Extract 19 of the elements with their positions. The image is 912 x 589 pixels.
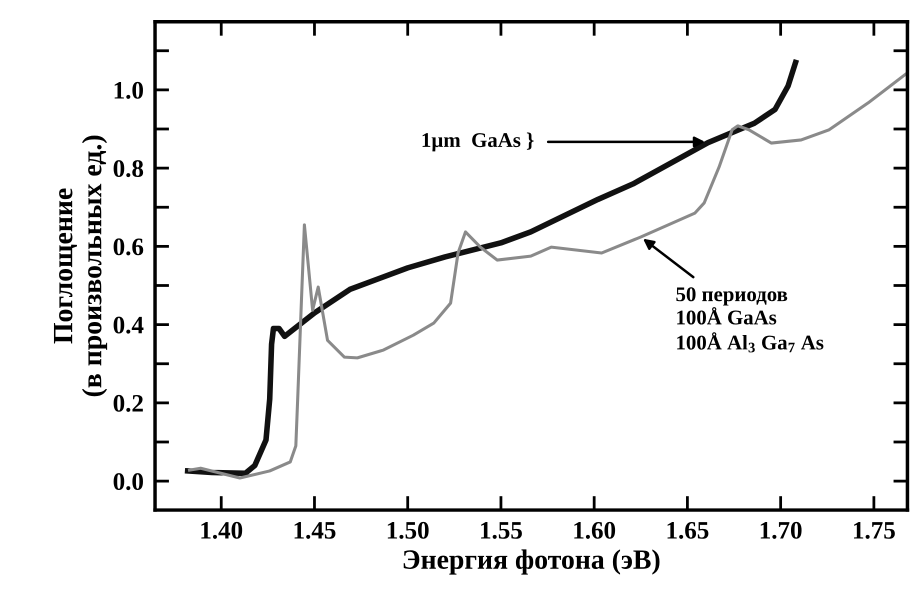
x-tick-label: 1.60 (574, 522, 616, 539)
annotation: 1µm GaAs } (422, 132, 534, 152)
annotation: 50 периодов 100Å GaAs 100Å Al$_{3}$ Ga$_{7}$ As (676, 287, 824, 352)
x-axis-title: Энергия фотона (эВ) (404, 549, 660, 575)
x-tick-label: 1.50 (388, 522, 429, 539)
y-tick-label: 1.0 (114, 82, 143, 99)
y-axis-title: Поглощение (в произвольных ед.) (54, 136, 108, 396)
x-tick-label: 1.70 (760, 522, 802, 539)
y-tick-label: 0.4 (114, 316, 144, 334)
x-tick-label: 1.65 (668, 522, 708, 539)
x-tick-label: 1.55 (481, 522, 522, 539)
y-tick-label: 0.2 (114, 394, 143, 412)
y-tick-label: 0.0 (114, 473, 143, 490)
line-series (188, 72, 908, 480)
x-tick-label: 1.45 (294, 522, 336, 539)
x-tick-label: 1.40 (201, 522, 242, 539)
y-tick-label: 0.6 (114, 238, 144, 256)
y-tick-label: 0.8 (114, 160, 144, 178)
x-tick-label: 1.75 (854, 522, 895, 539)
